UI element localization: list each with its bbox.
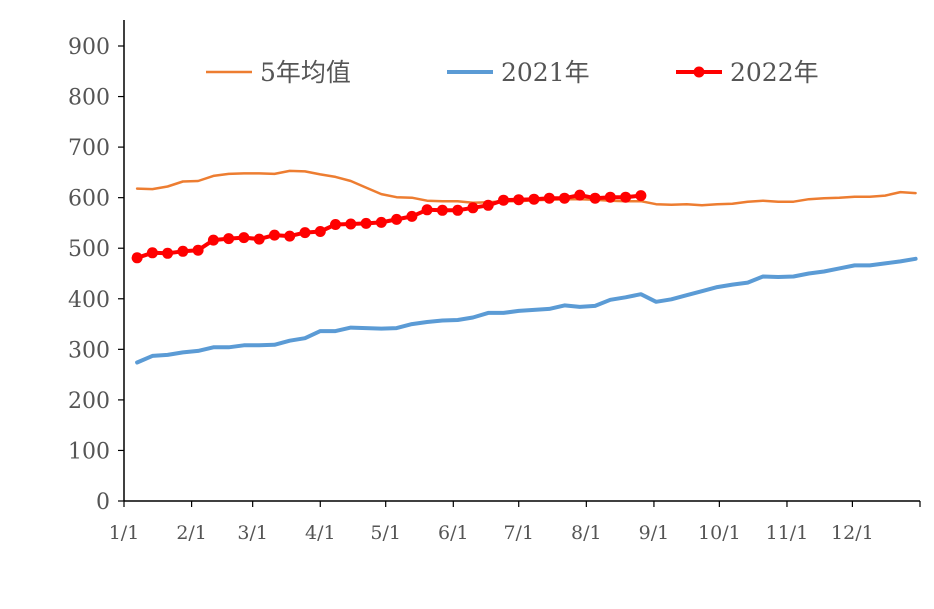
y-tick-label: 900 [68,35,110,60]
series-lines [131,169,918,365]
series-point [162,247,174,259]
series-point [436,204,448,216]
x-tick-label: 3/1 [237,522,268,544]
x-tick-label: 7/1 [503,522,534,544]
series-point [528,193,540,205]
series-point [421,204,433,216]
legend-label-3: 2022年 [730,58,819,87]
y-tick-label: 300 [68,338,110,363]
series-point [620,191,632,203]
x-tick-label: 10/1 [698,522,741,544]
x-tick-label: 11/1 [766,522,809,544]
series-point [146,247,158,259]
x-tick-label: 12/1 [831,522,874,544]
series-point [375,216,387,228]
legend-marker [693,66,705,78]
x-tick-label: 5/1 [370,522,401,544]
series-point [574,189,586,201]
series-point [131,252,143,264]
y-tick-label: 800 [68,86,110,111]
series-point [452,204,464,216]
series-point [299,227,311,239]
series-point [467,202,479,214]
y-tick-label: 500 [68,237,110,262]
x-tick-label: 2/1 [176,522,207,544]
series-point [207,234,219,246]
series-point [314,226,326,237]
y-tick-label: 100 [68,439,110,464]
series-point [559,192,570,204]
y-tick-label: 600 [68,187,110,212]
series-point [238,232,250,244]
y-axis: 0 100 200 300 400 500 600 700 800 900 [68,20,125,515]
series-point [406,210,418,222]
x-tick-label: 8/1 [571,522,602,544]
series-point [482,199,494,211]
y-tick-label: 200 [68,389,110,414]
series-point [360,217,372,229]
x-tick-label: 1/1 [109,522,140,544]
series-point [177,245,189,257]
series-point [498,194,509,206]
series-point [635,190,647,202]
x-tick-label: 9/1 [639,522,670,544]
series-point [513,194,525,206]
y-tick-label: 700 [68,136,110,161]
series-point [391,213,403,225]
legend-label-1: 5年均值 [260,58,351,87]
y-tick-label: 400 [68,288,110,313]
series-point [284,230,296,242]
series-point [589,192,601,204]
series-line-2 [135,256,918,365]
series-point [345,218,357,230]
y-tick-label: 0 [96,490,110,515]
legend: 5年均值 2021年 2022年 [206,58,819,87]
x-axis: 1/1 2/1 3/1 4/1 5/1 6/1 7/1 8/1 9/1 10/1 11/1 12/1 [109,500,921,544]
series-point [223,233,235,245]
series-point [253,233,265,245]
series-point [543,192,555,204]
legend-label-2: 2021年 [501,58,590,87]
series-point [330,219,341,230]
series-point [604,191,616,203]
x-tick-label: 4/1 [305,522,336,544]
series-point [269,229,280,241]
x-tick-label: 6/1 [438,522,469,544]
series-point [192,244,204,256]
series-line-3 [135,193,643,260]
